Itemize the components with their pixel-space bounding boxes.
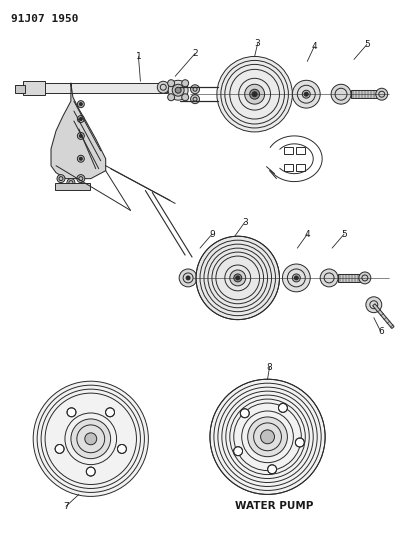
- Circle shape: [245, 84, 264, 104]
- Bar: [23, 82, 45, 95]
- Circle shape: [268, 465, 276, 474]
- Circle shape: [366, 297, 382, 313]
- FancyArrow shape: [373, 304, 394, 328]
- Circle shape: [85, 433, 97, 445]
- Circle shape: [175, 87, 181, 93]
- Circle shape: [295, 438, 304, 447]
- Circle shape: [292, 274, 300, 282]
- Circle shape: [278, 403, 287, 413]
- Circle shape: [79, 134, 82, 138]
- Text: 4: 4: [304, 230, 310, 239]
- Circle shape: [179, 269, 197, 287]
- Circle shape: [196, 236, 279, 320]
- Circle shape: [191, 95, 199, 103]
- Bar: [55, 183, 90, 190]
- Circle shape: [252, 92, 257, 96]
- Text: 3: 3: [242, 218, 247, 227]
- Circle shape: [57, 175, 65, 183]
- Circle shape: [283, 264, 310, 292]
- Circle shape: [234, 274, 242, 282]
- Text: 5: 5: [341, 230, 347, 239]
- Circle shape: [331, 84, 351, 104]
- Text: 91J07 1950: 91J07 1950: [11, 14, 79, 24]
- Circle shape: [168, 80, 188, 100]
- Circle shape: [79, 118, 82, 120]
- Circle shape: [172, 84, 184, 96]
- Circle shape: [79, 157, 82, 160]
- Circle shape: [191, 85, 199, 94]
- Circle shape: [77, 175, 85, 183]
- Circle shape: [55, 445, 64, 454]
- Bar: [285, 147, 293, 154]
- Circle shape: [67, 408, 76, 417]
- Circle shape: [77, 116, 84, 123]
- Circle shape: [320, 269, 338, 287]
- Text: 8: 8: [267, 363, 272, 372]
- Text: 5: 5: [364, 40, 370, 49]
- Text: 6: 6: [378, 327, 384, 336]
- Circle shape: [359, 272, 371, 284]
- Bar: [23, 83, 167, 93]
- Text: 3: 3: [255, 39, 260, 48]
- Bar: [285, 164, 293, 171]
- Circle shape: [240, 409, 249, 418]
- Circle shape: [77, 101, 84, 108]
- Circle shape: [230, 270, 246, 286]
- Text: WATER PUMP: WATER PUMP: [235, 502, 314, 511]
- Circle shape: [67, 179, 75, 187]
- Text: 2: 2: [192, 49, 198, 58]
- Circle shape: [33, 381, 148, 496]
- Circle shape: [234, 447, 243, 456]
- Circle shape: [250, 89, 260, 99]
- Circle shape: [77, 155, 84, 162]
- Text: 1: 1: [135, 52, 141, 61]
- Circle shape: [186, 276, 190, 280]
- Circle shape: [210, 379, 325, 495]
- Circle shape: [157, 82, 169, 93]
- Circle shape: [248, 417, 287, 457]
- Bar: [15, 85, 25, 93]
- Circle shape: [217, 56, 292, 132]
- Circle shape: [168, 94, 174, 101]
- Circle shape: [170, 86, 180, 96]
- Text: 7: 7: [63, 502, 69, 511]
- Bar: [296, 164, 305, 171]
- Circle shape: [117, 445, 127, 454]
- Circle shape: [168, 80, 174, 87]
- Circle shape: [79, 103, 82, 106]
- Circle shape: [106, 408, 114, 417]
- Circle shape: [182, 80, 189, 87]
- Circle shape: [376, 88, 388, 100]
- Circle shape: [86, 467, 95, 476]
- Text: 9: 9: [209, 230, 215, 239]
- Circle shape: [236, 276, 240, 280]
- Circle shape: [292, 80, 320, 108]
- Circle shape: [304, 92, 308, 96]
- Circle shape: [294, 276, 298, 280]
- Circle shape: [302, 90, 310, 98]
- Bar: [296, 147, 305, 154]
- Text: 4: 4: [312, 42, 317, 51]
- Polygon shape: [51, 83, 106, 179]
- Circle shape: [71, 419, 111, 459]
- Circle shape: [182, 94, 189, 101]
- Bar: [351, 90, 379, 98]
- Bar: [338, 274, 362, 282]
- Circle shape: [261, 430, 274, 444]
- Circle shape: [77, 132, 84, 140]
